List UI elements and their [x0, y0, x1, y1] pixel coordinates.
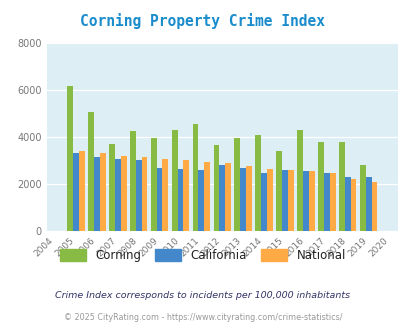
Bar: [135, 160, 141, 231]
Bar: [287, 170, 293, 231]
Bar: [329, 173, 335, 231]
Text: Crime Index corresponds to incidents per 100,000 inhabitants: Crime Index corresponds to incidents per…: [55, 291, 350, 300]
Bar: [225, 163, 230, 231]
Bar: [115, 159, 120, 231]
Bar: [219, 165, 225, 231]
Bar: [73, 153, 79, 231]
Bar: [350, 179, 356, 231]
Bar: [317, 142, 323, 231]
Bar: [338, 142, 344, 231]
Bar: [88, 112, 94, 231]
Bar: [296, 130, 302, 231]
Bar: [67, 86, 73, 231]
Bar: [302, 171, 308, 231]
Bar: [109, 144, 115, 231]
Bar: [308, 171, 314, 231]
Bar: [255, 135, 260, 231]
Bar: [141, 157, 147, 231]
Bar: [130, 131, 135, 231]
Bar: [240, 168, 245, 231]
Bar: [198, 170, 204, 231]
Bar: [79, 151, 85, 231]
Bar: [365, 177, 371, 231]
Bar: [359, 165, 365, 231]
Bar: [204, 162, 210, 231]
Bar: [234, 138, 240, 231]
Bar: [281, 170, 287, 231]
Bar: [323, 173, 329, 231]
Bar: [150, 138, 156, 231]
Bar: [183, 160, 189, 231]
Bar: [177, 169, 183, 231]
Bar: [371, 182, 377, 231]
Bar: [192, 124, 198, 231]
Bar: [120, 156, 126, 231]
Legend: Corning, California, National: Corning, California, National: [55, 244, 350, 266]
Bar: [162, 159, 168, 231]
Bar: [245, 166, 252, 231]
Bar: [275, 151, 281, 231]
Bar: [266, 169, 272, 231]
Bar: [213, 145, 219, 231]
Bar: [100, 153, 105, 231]
Bar: [94, 157, 100, 231]
Bar: [171, 130, 177, 231]
Bar: [156, 168, 162, 231]
Text: Corning Property Crime Index: Corning Property Crime Index: [80, 14, 325, 29]
Text: © 2025 CityRating.com - https://www.cityrating.com/crime-statistics/: © 2025 CityRating.com - https://www.city…: [64, 313, 341, 322]
Bar: [344, 177, 350, 231]
Bar: [260, 173, 266, 231]
